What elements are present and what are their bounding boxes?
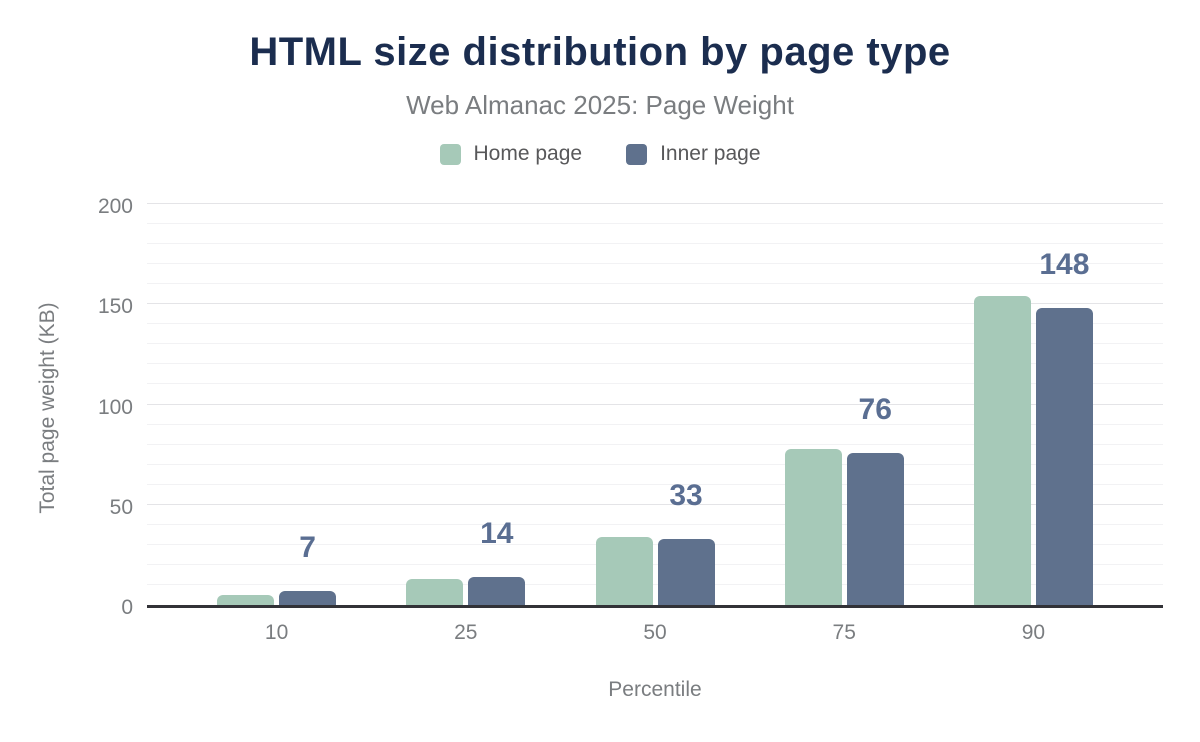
minor-gridline [147, 563, 1163, 565]
minor-gridline [147, 543, 1163, 545]
minor-gridline [147, 363, 1163, 365]
legend-item-home-page[interactable]: Home page [439, 142, 583, 166]
bar-band-region: 7 14 33 76 148 [182, 207, 1128, 605]
minor-gridline [147, 323, 1163, 325]
minor-gridline [147, 263, 1163, 265]
bar-inner-page-p75[interactable]: 76 [846, 394, 904, 605]
x-axis-ticks: 10 25 50 75 90 [182, 621, 1128, 645]
legend-swatch-inner-page [626, 143, 648, 165]
y-tick-label: 0 [121, 596, 133, 619]
bar-group-p25: 14 [371, 207, 560, 605]
bar-home-page-p50[interactable] [595, 536, 653, 605]
bar-inner-page-p10[interactable]: 7 [279, 532, 337, 605]
bar-value-label: 33 [669, 478, 703, 512]
bar-value-label: 148 [1039, 248, 1090, 282]
major-gridline [147, 503, 1163, 505]
minor-gridline [147, 423, 1163, 425]
major-gridline [147, 403, 1163, 405]
bar-home-page-p10[interactable] [217, 594, 275, 605]
bar-home-page-p75[interactable] [784, 448, 842, 605]
bar-group-p10: 7 [182, 207, 371, 605]
y-tick-label: 150 [97, 295, 133, 319]
minor-gridline [147, 523, 1163, 525]
y-tick-label: 200 [97, 195, 133, 218]
y-axis-ticks: 0 50 100 150 200 [0, 196, 133, 618]
bar-value-label: 76 [858, 392, 892, 426]
bar-group-p75: 76 [750, 207, 939, 605]
legend: Home page Inner page [0, 142, 1200, 166]
minor-gridline [147, 283, 1163, 285]
chart-subtitle: Web Almanac 2025: Page Weight [406, 90, 794, 120]
x-tick-label: 10 [264, 621, 289, 644]
minor-gridline [147, 583, 1163, 585]
bar-inner-page-p90[interactable]: 148 [1035, 250, 1093, 605]
legend-item-inner-page[interactable]: Inner page [626, 142, 761, 166]
x-axis-title: Percentile [608, 678, 702, 701]
minor-gridline [147, 343, 1163, 345]
chart-title: HTML size distribution by page type [249, 30, 951, 74]
minor-gridline [147, 443, 1163, 445]
bar-group-p90: 148 [939, 207, 1128, 605]
minor-gridline [147, 483, 1163, 485]
legend-label: Inner page [660, 142, 761, 165]
bar-home-page-p25[interactable] [406, 578, 464, 605]
minor-gridline [147, 243, 1163, 245]
x-tick-label: 50 [643, 621, 667, 644]
bar-value-label: 7 [299, 530, 316, 564]
minor-gridline [147, 223, 1163, 225]
bar-inner-page-p50[interactable]: 33 [657, 480, 715, 605]
legend-label: Home page [473, 142, 583, 165]
bar-value-label: 14 [480, 516, 514, 550]
x-tick-label: 90 [1021, 621, 1046, 644]
bar-group-p50: 33 [560, 207, 749, 605]
y-tick-label: 100 [97, 395, 133, 419]
y-tick-label: 50 [109, 495, 133, 519]
plot-area: 7 14 33 76 148 [147, 203, 1163, 608]
major-gridline [147, 303, 1163, 305]
minor-gridline [147, 383, 1163, 385]
minor-gridline [147, 463, 1163, 465]
x-tick-label: 75 [832, 621, 856, 644]
legend-swatch-home-page [439, 143, 461, 165]
bar-inner-page-p25[interactable]: 14 [468, 518, 526, 605]
major-gridline [147, 203, 1163, 204]
bar-home-page-p90[interactable] [973, 296, 1031, 605]
x-tick-label: 25 [454, 621, 478, 644]
